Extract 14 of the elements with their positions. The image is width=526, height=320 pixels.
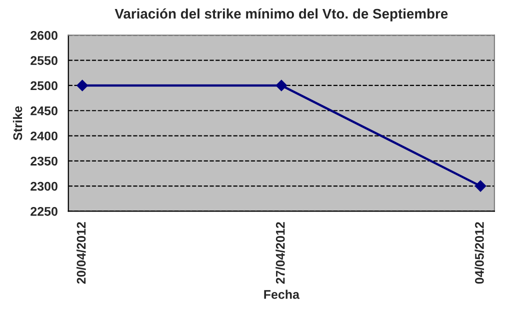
y-tick-label: 2350 (30, 156, 58, 166)
x-tick-label: 04/05/2012 (474, 222, 484, 284)
y-tick-label: 2400 (30, 132, 58, 140)
y-tick-label: 2550 (30, 56, 58, 65)
y-tick-label: 2300 (30, 182, 58, 191)
y-tick-label: 2500 (30, 81, 58, 90)
x-axis-title: Fecha (264, 290, 300, 299)
chart-title: Variación del strike mínimo del Vto. de Septiembre (114, 8, 448, 22)
y-tick-label: 2450 (30, 106, 58, 116)
y-tick-label: 2250 (30, 207, 58, 216)
x-tick-label: 27/04/2012 (276, 222, 285, 284)
y-axis-title: Strike (12, 106, 22, 140)
y-tick-label: 2600 (30, 31, 58, 40)
x-tick-label: 20/04/2012 (76, 222, 86, 284)
